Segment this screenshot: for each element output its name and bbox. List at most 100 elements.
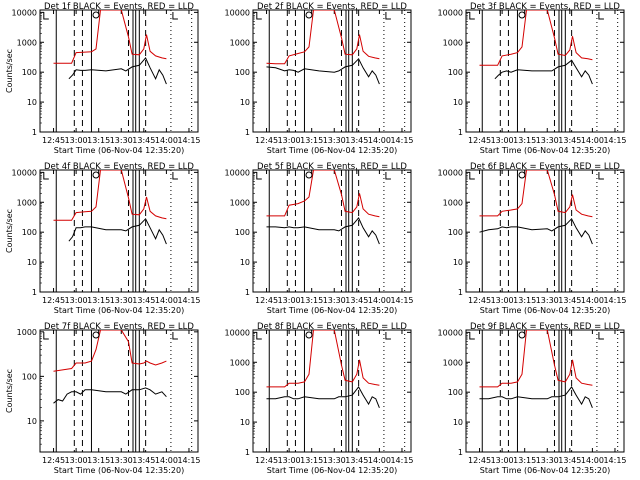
series-lld-line	[53, 10, 167, 64]
x-tick-label: 13:30	[323, 296, 346, 305]
series-lld-line	[266, 330, 380, 388]
x-axis-label: Start Time (06-Nov-04 12:35:20)	[54, 306, 184, 315]
chart-panel-3: Det 3f BLACK = Events, RED = LLD 1 10 100 10…	[438, 2, 627, 155]
y-tick-label: 10000	[438, 8, 463, 17]
bracket-marker	[43, 172, 49, 180]
x-tick-label: 13:15	[87, 136, 110, 145]
x-tick-label: 12:45	[42, 456, 65, 465]
x-tick-label: 13:15	[513, 136, 536, 145]
x-tick-label: 13:00	[491, 456, 514, 465]
x-tick-label: 14:00	[155, 456, 178, 465]
y-tick-label: 1000	[17, 328, 37, 337]
chart-title: Det 7f BLACK = Events, RED = LLD	[44, 322, 194, 332]
series-events-line	[266, 385, 380, 408]
attenuator-marker	[305, 11, 313, 19]
x-tick-label: 13:30	[110, 136, 133, 145]
bracket-marker	[385, 172, 391, 180]
y-tick-label: 10000	[225, 168, 250, 177]
x-tick-label: 13:15	[300, 296, 323, 305]
y-tick-label: 1000	[17, 38, 37, 47]
attenuator-marker	[518, 11, 526, 19]
bracket-marker	[469, 332, 475, 340]
y-tick-label: 10000	[225, 8, 250, 17]
x-tick-label: 14:00	[581, 136, 604, 145]
y-tick-label: 1	[245, 128, 250, 137]
bracket-marker	[256, 172, 262, 180]
y-tick-label: 10000	[225, 328, 250, 337]
chart-panel-9: Det 9f BLACK = Events, RED = LLD 1 10 100 10…	[438, 322, 627, 475]
y-tick-label: 1	[32, 288, 37, 297]
x-tick-label: 14:15	[390, 296, 413, 305]
x-tick-label: 12:45	[468, 296, 491, 305]
x-tick-label: 14:15	[603, 456, 626, 465]
y-tick-label: 10000	[438, 328, 463, 337]
x-tick-label: 13:45	[132, 456, 155, 465]
x-tick-label: 13:30	[536, 296, 559, 305]
x-tick-label: 13:45	[132, 296, 155, 305]
y-tick-label: 1000	[17, 198, 37, 207]
chart-title: Det 5f BLACK = Events, RED = LLD	[257, 162, 407, 172]
x-tick-label: 13:30	[110, 296, 133, 305]
plot-frame	[465, 329, 625, 453]
bracket-marker	[256, 332, 262, 340]
x-tick-label: 14:15	[603, 296, 626, 305]
plot-frame	[252, 9, 412, 133]
y-tick-label: 10	[453, 98, 463, 107]
y-tick-label: 1	[245, 288, 250, 297]
bracket-marker	[469, 12, 475, 20]
chart-title: Det 6f BLACK = Events, RED = LLD	[470, 162, 620, 172]
y-tick-label: 1000	[443, 198, 463, 207]
x-tick-label: 12:45	[42, 296, 65, 305]
y-tick-label: 1	[458, 448, 463, 457]
chart-title: Det 3f BLACK = Events, RED = LLD	[470, 2, 620, 12]
series-events-line	[479, 385, 593, 408]
bracket-marker	[598, 332, 604, 340]
x-axis-label: Start Time (06-Nov-04 12:35:20)	[267, 146, 397, 155]
y-axis-label: Counts/sec	[5, 209, 14, 253]
bracket-marker	[43, 332, 49, 340]
series-events-line	[266, 216, 380, 245]
chart-title: Det 4f BLACK = Events, RED = LLD	[44, 162, 194, 172]
x-tick-label: 14:00	[368, 296, 391, 305]
x-tick-label: 14:00	[368, 136, 391, 145]
x-tick-label: 13:15	[87, 456, 110, 465]
x-tick-label: 14:15	[177, 136, 200, 145]
x-tick-label: 14:15	[390, 136, 413, 145]
attenuator-marker	[518, 171, 526, 179]
x-tick-label: 13:30	[323, 136, 346, 145]
y-tick-label: 100	[22, 68, 37, 77]
x-axis-label: Start Time (06-Nov-04 12:35:20)	[480, 306, 610, 315]
attenuator-marker	[305, 171, 313, 179]
series-events-line	[68, 56, 167, 85]
x-tick-label: 14:15	[390, 456, 413, 465]
x-tick-label: 13:15	[513, 456, 536, 465]
series-lld-line	[479, 330, 593, 388]
x-tick-label: 12:45	[468, 456, 491, 465]
chart-title: Det 9f BLACK = Events, RED = LLD	[470, 322, 620, 332]
x-tick-label: 14:00	[581, 456, 604, 465]
x-tick-label: 14:00	[155, 296, 178, 305]
x-tick-label: 13:00	[278, 456, 301, 465]
y-axis-label: Counts/sec	[5, 369, 14, 413]
y-tick-label: 100	[448, 388, 463, 397]
x-axis-label: Start Time (06-Nov-04 12:35:20)	[480, 466, 610, 475]
bracket-marker	[598, 172, 604, 180]
chart-panel-5: Det 5f BLACK = Events, RED = LLD 1 10 100 10…	[225, 162, 414, 315]
chart-title: Det 1f BLACK = Events, RED = LLD	[44, 2, 194, 12]
x-tick-label: 12:45	[255, 456, 278, 465]
plot-frame	[39, 9, 199, 133]
chart-title: Det 8f BLACK = Events, RED = LLD	[257, 322, 407, 332]
bracket-marker	[172, 12, 178, 20]
y-axis-label: Counts/sec	[5, 49, 14, 93]
bracket-marker	[469, 172, 475, 180]
series-events-line	[479, 217, 593, 245]
x-tick-label: 13:45	[345, 296, 368, 305]
series-lld-line	[266, 170, 380, 218]
plot-frame	[465, 169, 625, 293]
y-tick-label: 10	[453, 258, 463, 267]
y-tick-label: 10	[27, 98, 37, 107]
attenuator-marker	[92, 171, 100, 179]
y-tick-label: 1000	[230, 358, 250, 367]
x-tick-label: 13:00	[65, 296, 88, 305]
